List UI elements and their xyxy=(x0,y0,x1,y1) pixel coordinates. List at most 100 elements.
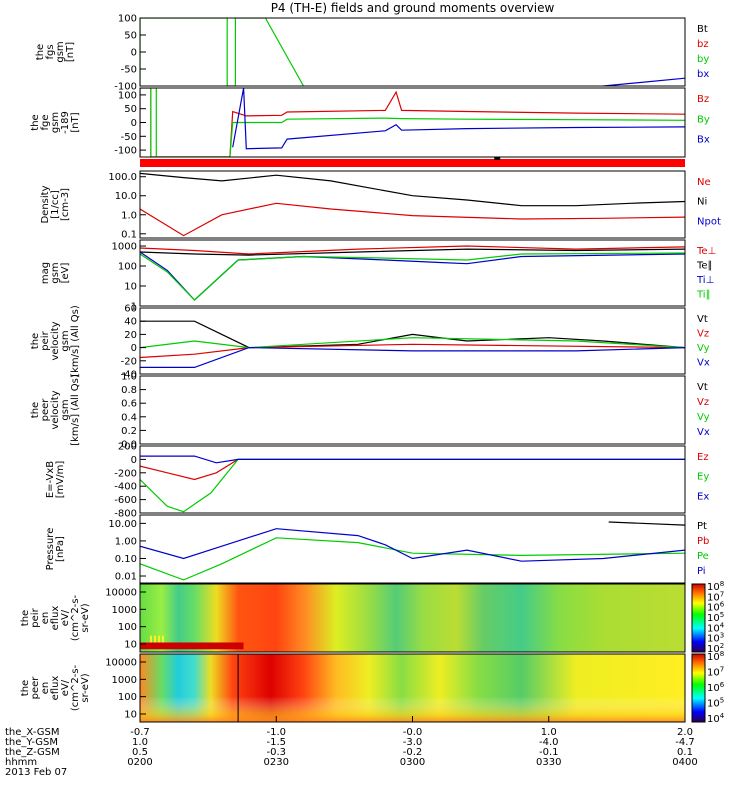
y-axis-label: eflux xyxy=(50,606,61,631)
y-tick-label: -50 xyxy=(121,132,137,143)
y-axis-label: Density xyxy=(40,185,51,223)
panel-fge: 100 50 0 -50 -100 Bz By Bx the fge gsm -189 [nT] xyxy=(30,87,710,158)
y-tick-label: 0.6 xyxy=(121,399,137,410)
y-axis-label: the xyxy=(20,680,31,696)
y-tick-label: 0.0 xyxy=(121,440,137,451)
x-tick-label: 0400 xyxy=(672,757,697,768)
y-tick-label: 10000 xyxy=(105,588,137,599)
panel-frame xyxy=(139,17,686,87)
legend-entry-Pi: Pi xyxy=(697,566,706,577)
y-axis-label: [nPa] xyxy=(55,536,66,562)
x-tick-label: 1.0 xyxy=(541,727,557,738)
legend-entry-bx: bx xyxy=(697,69,709,80)
series-group xyxy=(140,88,685,157)
y-tick-label: 1000 xyxy=(112,675,137,686)
y-tick-label: -100 xyxy=(114,82,137,93)
x-axis-row-label: the_X-GSM xyxy=(5,727,59,738)
x-tick-label: -0.2 xyxy=(403,747,423,758)
y-axis-label: the xyxy=(30,333,41,349)
x-axis-row-label: the_Y-GSM xyxy=(5,737,58,748)
y-axis-label: the xyxy=(30,114,41,130)
series-line-Pt xyxy=(608,521,685,526)
y-axis-label: peer xyxy=(40,398,51,422)
series-line-Ex xyxy=(140,455,685,464)
colorbar-tick-label: 104 xyxy=(707,712,725,725)
series-group xyxy=(140,245,685,301)
y-axis-label: peir xyxy=(30,607,41,627)
y-axis-label: eV/ xyxy=(60,609,71,626)
y-tick-label: 10.0 xyxy=(115,191,137,202)
y-tick-label: 1.0 xyxy=(121,372,137,383)
panel-frame xyxy=(139,307,686,375)
y-tick-label: 1.00 xyxy=(115,536,137,547)
colorbar-tick-label: 104 xyxy=(707,621,725,634)
series-line-By xyxy=(150,88,685,157)
y-axis-label: the xyxy=(35,44,46,60)
x-axis-date: 2013 Feb 07 xyxy=(5,767,67,778)
x-tick-label: 0.1 xyxy=(677,747,693,758)
y-tick-label: 0 xyxy=(131,118,137,129)
panel-frame xyxy=(139,514,686,584)
y-axis-label: [km/s] (All Qs) xyxy=(70,374,81,446)
panel-efield: 200 0 -200 -400 -600 -800 Ez Ey Ex E=-VxB [mV/m] xyxy=(45,442,709,520)
y-axis-label: -189 xyxy=(60,111,71,134)
y-tick-label: 0.10 xyxy=(115,554,137,565)
legend-entry-Ex: Ex xyxy=(697,491,709,502)
y-axis-label: [cm-3] xyxy=(60,188,71,221)
legend-entry-bz: bz xyxy=(697,39,709,50)
y-axis-label: Pressure xyxy=(45,528,56,571)
y-axis-label: velocity xyxy=(50,321,61,360)
x-tick-label: 0200 xyxy=(127,757,152,768)
y-tick-label: -600 xyxy=(114,495,137,506)
y-axis-label: E=-VxB xyxy=(45,461,56,498)
panel-frame xyxy=(139,170,686,239)
series-line-by xyxy=(140,18,305,86)
panel-fgs: 100 50 0 -50 -100 Bt bz by bx the fgs gsm [nT] xyxy=(35,14,709,93)
legend-entry-Pe: Pe xyxy=(697,551,709,562)
x-tick-label: -1.0 xyxy=(266,727,286,738)
y-tick-label: 20 xyxy=(124,330,137,341)
panel-velocity: 60 40 20 0 -20 -40 Vt Vz Vy Vx the peir velocity gsm[… xyxy=(30,304,710,381)
y-axis-label: sr-eV) xyxy=(80,673,91,702)
series-line-Vy xyxy=(140,337,685,349)
panel-peer_velocity: 1.0 0.8 0.6 0.4 0.2 0.0 Vt Vz Vy Vx the peer velocit… xyxy=(30,372,710,451)
spectrogram-spike xyxy=(150,635,152,643)
y-axis-label: velocity xyxy=(50,390,61,429)
y-axis-label: gsm xyxy=(60,330,71,351)
spectrogram-spike xyxy=(162,635,164,643)
panel-pressure: 10.00 1.00 0.10 0.01 Pt Pb Pe Pi Pressure [nPa] xyxy=(45,514,709,584)
y-tick-label: -40 xyxy=(121,370,137,381)
series-group xyxy=(140,521,685,581)
y-axis-label: [eV] xyxy=(60,263,71,284)
y-tick-label: -800 xyxy=(114,509,137,520)
x-axis-row-label: hhmm xyxy=(5,757,37,768)
x-axis-row-label: the_Z-GSM xyxy=(5,747,60,758)
legend-entry-Vy: Vy xyxy=(697,412,710,423)
series-line-Te∥ xyxy=(140,248,685,256)
spectrogram xyxy=(140,584,685,652)
y-tick-label: 100 xyxy=(118,692,137,703)
colorbar-tick-label: 105 xyxy=(707,697,724,710)
legend-entry-Bt: Bt xyxy=(697,24,708,35)
legend-entry-Vt: Vt xyxy=(697,314,708,325)
y-axis-label: the xyxy=(30,402,41,418)
y-tick-label: 0.01 xyxy=(115,572,137,583)
y-axis-label: eV/ xyxy=(60,679,71,696)
legend-entry-Te⊥: Te⊥ xyxy=(696,246,716,257)
y-axis-label: the xyxy=(20,610,31,626)
y-tick-label: 10000 xyxy=(105,658,137,669)
y-tick-label: 200 xyxy=(118,442,137,453)
colorbar-tick-label: 107 xyxy=(707,590,724,603)
x-tick-label: -3.0 xyxy=(403,737,423,748)
y-tick-label: -20 xyxy=(121,356,137,367)
series-line-Ne xyxy=(140,202,685,237)
y-axis-label: [1/cc] xyxy=(50,190,61,219)
y-tick-label: 100.0 xyxy=(108,172,137,183)
x-tick-label: -0.0 xyxy=(403,727,423,738)
y-tick-label: 0 xyxy=(131,48,137,59)
y-axis-label: gsm xyxy=(50,112,61,133)
panel-frame xyxy=(139,583,686,653)
legend-entry-Ti∥: Ti∥ xyxy=(696,290,711,301)
series-group xyxy=(140,455,685,513)
